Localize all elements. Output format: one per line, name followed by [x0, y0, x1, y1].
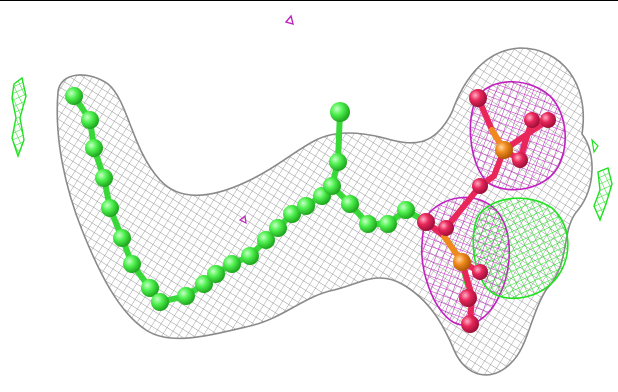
oxygen-atoms	[417, 89, 556, 333]
green-density-mesh	[11, 76, 613, 300]
green-mesh-fragment-left	[11, 76, 27, 159]
frame-top-line	[0, 0, 618, 1]
phosphorus-atoms	[453, 141, 513, 271]
green-mesh-fragment-right	[593, 167, 613, 222]
carbon-atoms	[65, 87, 415, 311]
magenta-mesh-specks	[238, 14, 294, 225]
